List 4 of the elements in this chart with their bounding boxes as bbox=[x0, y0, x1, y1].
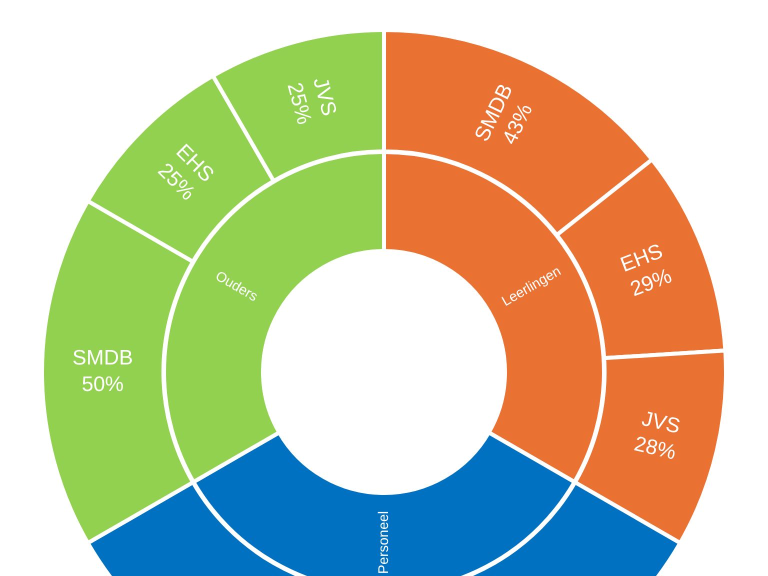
slice-label: SMDB bbox=[72, 346, 134, 370]
data-label: 50% bbox=[82, 372, 124, 396]
slice-label: Personeel bbox=[374, 510, 391, 574]
data-label: 28% bbox=[632, 432, 678, 464]
